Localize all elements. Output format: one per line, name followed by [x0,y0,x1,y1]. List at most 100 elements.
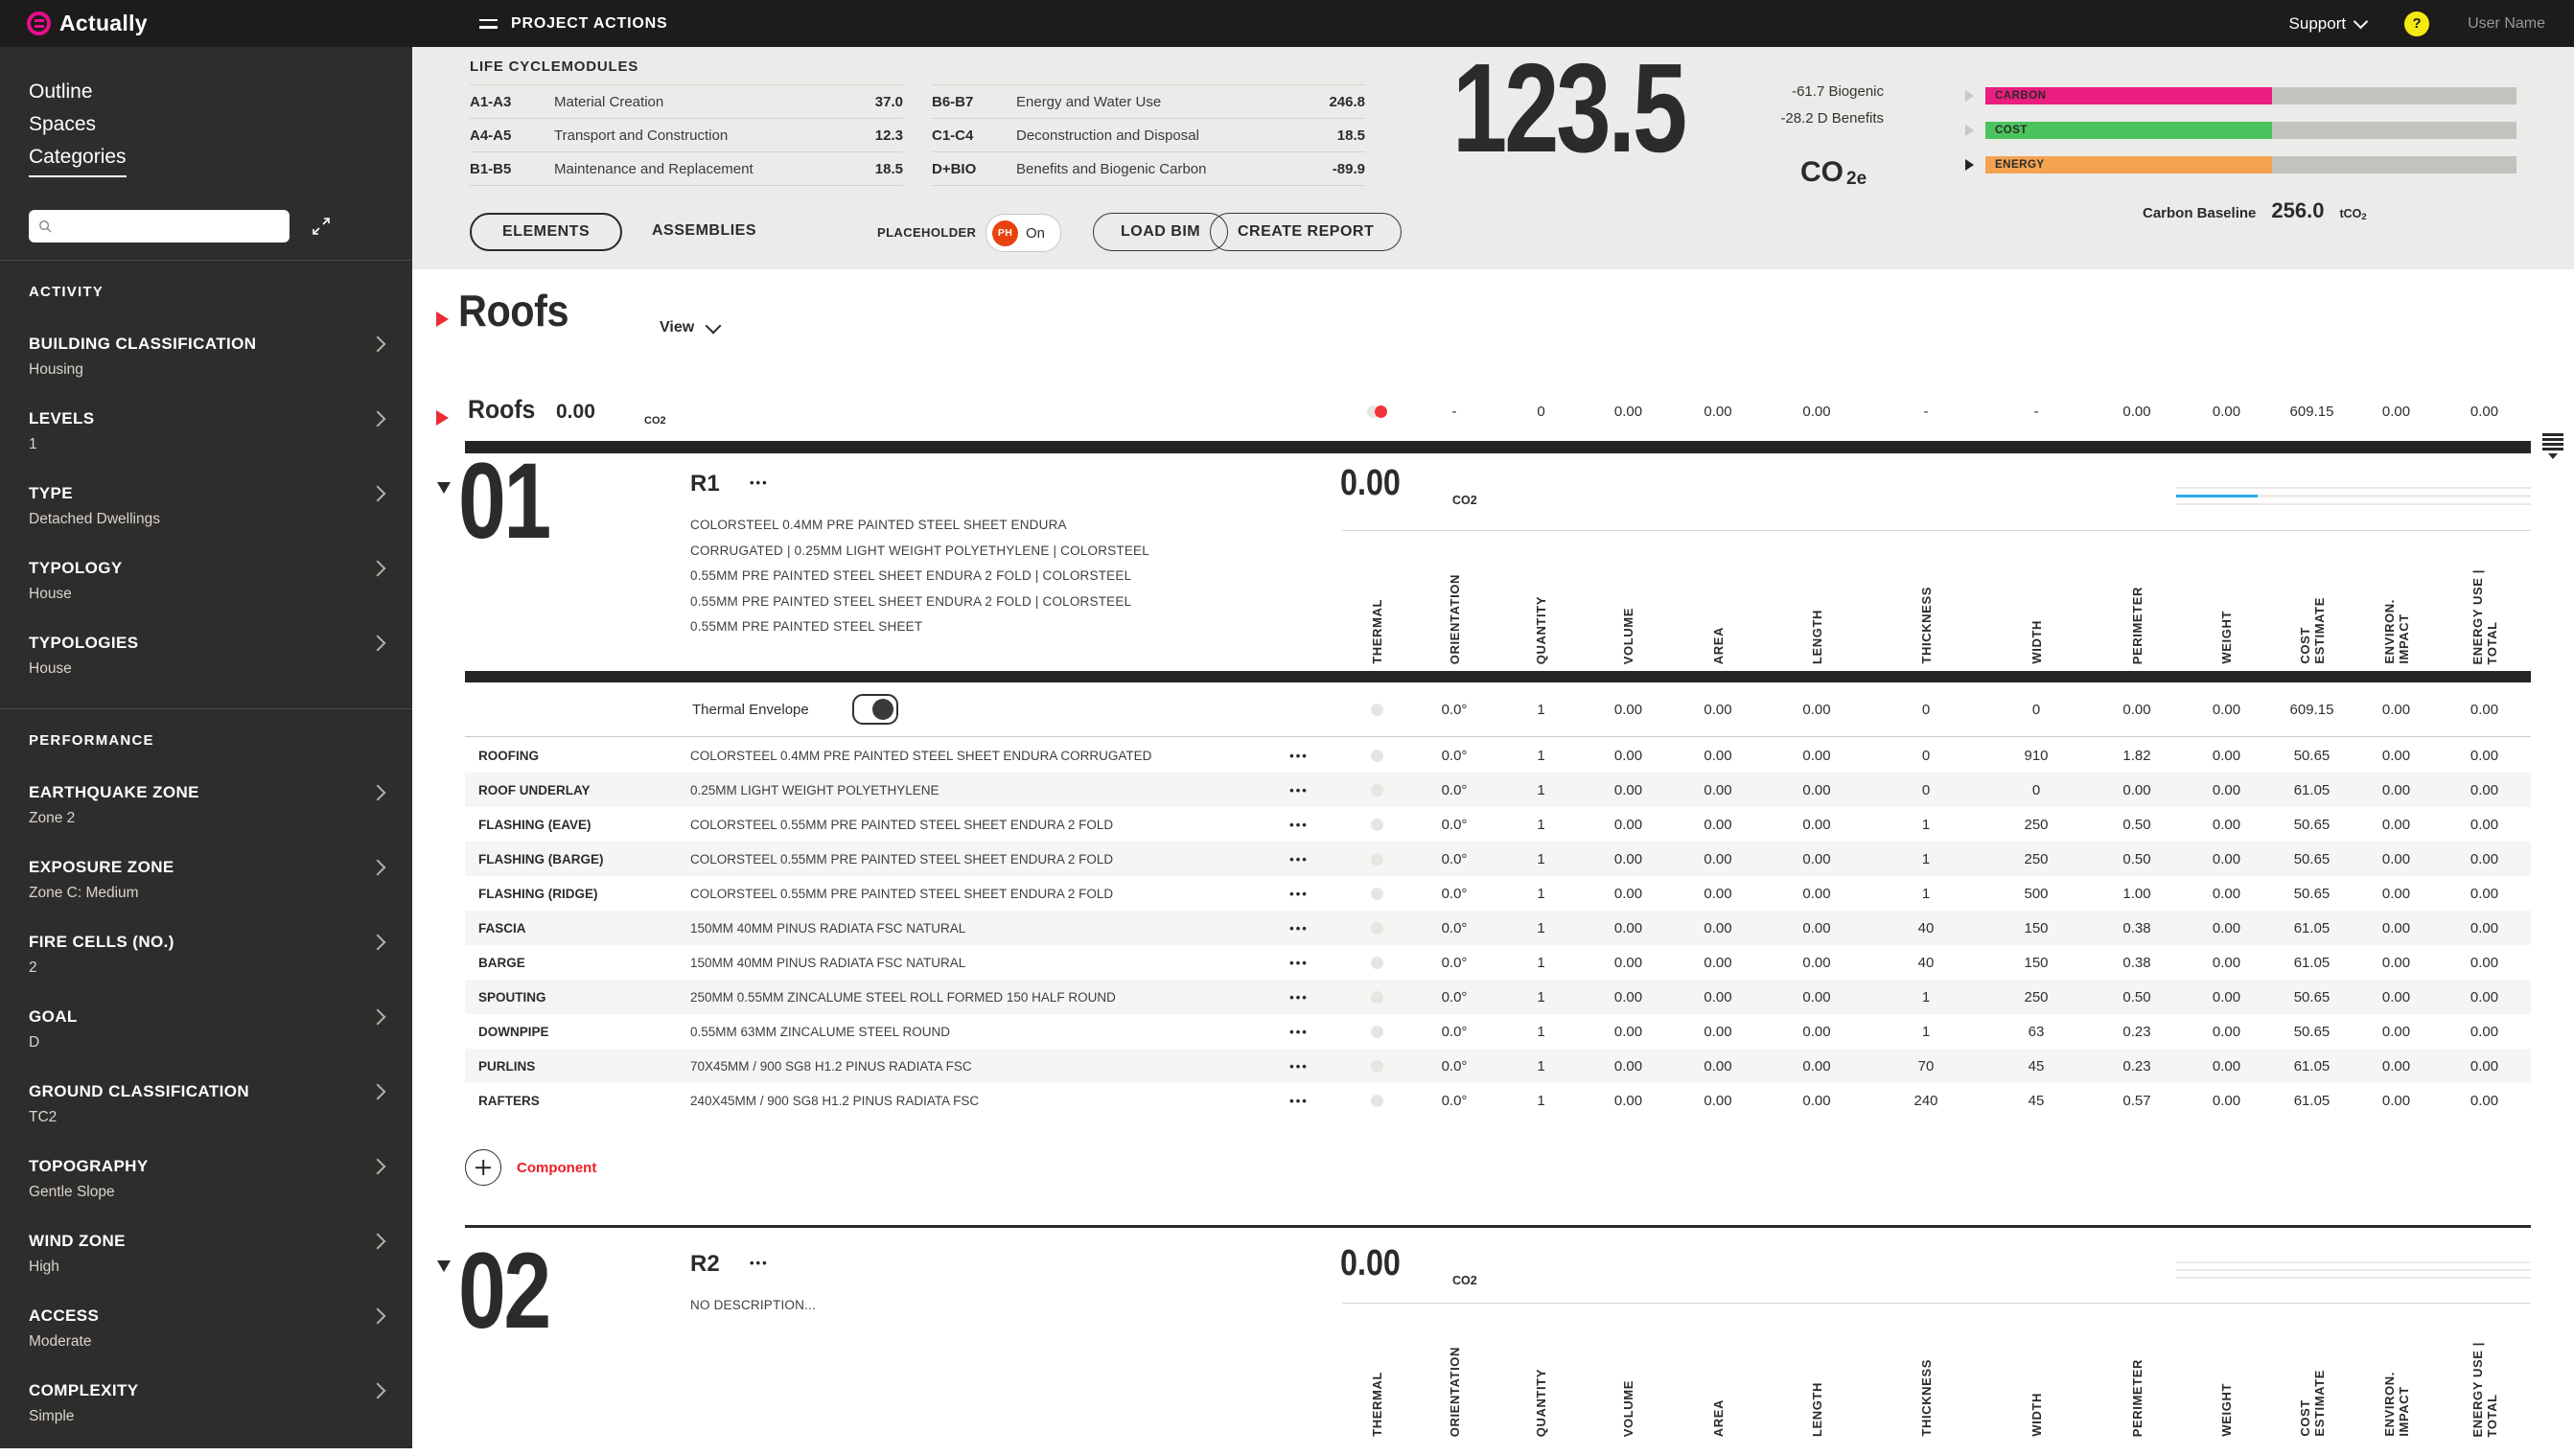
group-expand-icon[interactable] [436,410,449,426]
expand-icon[interactable] [311,216,332,237]
component-row[interactable]: DOWNPIPE 0.55MM 63MM ZINCALUME STEEL ROU… [465,1014,2531,1049]
sidebar-nav-item[interactable]: Categories [29,145,127,177]
component-name: SPOUTING [478,989,546,1005]
component-row[interactable]: FASCIA 150MM 40MM PINUS RADIATA FSC NATU… [465,911,2531,945]
row-menu-icon[interactable]: ••• [1289,1093,1309,1108]
component-value: 0.00 [1802,954,1831,971]
component-value: 0.00 [2470,1092,2499,1109]
chevron-down-icon [705,317,722,334]
sidebar-setting-item[interactable]: TYPOLOGIES House [29,634,386,708]
table-header-bar [465,671,2531,682]
component-row[interactable]: ROOF UNDERLAY 0.25MM LIGHT WEIGHT POLYET… [465,773,2531,807]
sidebar-setting-item[interactable]: EARTHQUAKE ZONE Zone 2 [29,783,386,858]
group-summary-values: - 0 0.00 0.00 0.00 - - 0.00 0.00 609.15 0.00 0.00 [1342,400,2531,423]
project-actions-menu[interactable]: PROJECT ACTIONS [479,0,667,47]
envelope-value: 1 [1537,701,1545,718]
thermal-dot [1370,956,1383,969]
project-actions-label: PROJECT ACTIONS [511,14,668,32]
bar-expand-icon[interactable] [1965,90,1974,102]
sidebar-setting-item[interactable]: FIRE CELLS (NO.) 2 [29,933,386,1007]
component-row[interactable]: FLASHING (RIDGE) COLORSTEEL 0.55MM PRE P… [465,876,2531,911]
table-options-icon[interactable] [2542,433,2563,459]
component-value: 910 [2024,747,2049,764]
component-value: 0.00 [1704,954,1732,971]
sidebar-setting-item[interactable]: GROUND CLASSIFICATION TC2 [29,1082,386,1157]
column-header: VOLUME [1621,607,1635,664]
bar-expand-icon[interactable] [1965,159,1974,171]
view-dropdown[interactable]: View [660,317,722,336]
column-header: THICKNESS [1918,587,1934,664]
component-row[interactable]: PURLINS 70X45MM / 900 SG8 H1.2 PINUS RAD… [465,1049,2531,1083]
row-menu-icon[interactable]: ••• [1289,1024,1309,1039]
support-menu[interactable]: Support [2289,14,2369,34]
help-button[interactable]: ? [2404,11,2430,36]
sidebar-setting-item[interactable]: TYPOLOGY House [29,559,386,634]
sidebar-setting-item[interactable]: TYPE Detached Dwellings [29,484,386,559]
sidebar-nav-item[interactable]: Outline [29,81,93,103]
component-row[interactable]: RAFTERS 240X45MM / 900 SG8 H1.2 PINUS RA… [465,1083,2531,1118]
component-row[interactable]: FLASHING (BARGE) COLORSTEEL 0.55MM PRE P… [465,842,2531,876]
sidebar-setting-item[interactable]: COMPLEXITY Simple [29,1381,386,1456]
thermal-dot [1370,783,1383,797]
row-menu-icon[interactable]: ••• [1289,1058,1309,1074]
sidebar-setting-item[interactable]: BUILDING CLASSIFICATION Housing [29,335,386,409]
group-value: 0.00 [1613,403,1643,420]
user-name[interactable]: User Name [2468,14,2545,32]
column-header: PERIMETER [2129,586,2145,664]
sidebar-setting-item[interactable]: TOPOGRAPHY Gentle Slope [29,1157,386,1232]
row-menu-icon[interactable]: ••• [1289,817,1309,832]
component-row[interactable]: FLASHING (EAVE) COLORSTEEL 0.55MM PRE PA… [465,807,2531,842]
carbon-baseline: Carbon Baseline 256.0 tCO2 [2143,198,2367,223]
tab-elements[interactable]: ELEMENTS [470,213,623,251]
column-header: ORIENTATION [1447,1346,1462,1437]
row-menu-icon[interactable]: ••• [1289,782,1309,797]
component-row[interactable]: SPOUTING 250MM 0.55MM ZINCALUME STEEL RO… [465,980,2531,1014]
sidebar-setting-item[interactable]: EXPOSURE ZONE Zone C: Medium [29,858,386,933]
thermal-envelope-toggle[interactable] [851,694,898,725]
sidebar-setting-item[interactable]: WIND ZONE High [29,1232,386,1306]
placeholder-toggle[interactable]: PH On [986,214,1062,252]
section-01-menu-icon[interactable]: ••• [750,475,769,490]
row-menu-icon[interactable]: ••• [1289,748,1309,763]
envelope-value: 0.00 [2470,701,2499,718]
component-value: 250 [2024,850,2049,867]
sidebar-setting-item[interactable]: LEVELS 1 [29,409,386,484]
sidebar-setting-item[interactable]: GOAL D [29,1007,386,1082]
row-menu-icon[interactable]: ••• [1289,851,1309,867]
section-02-code: R2 [690,1251,720,1277]
component-value: 61.05 [2293,1092,2331,1109]
baseline-unit: tCO2 [2339,207,2367,222]
component-value: 0.00 [2470,1057,2499,1075]
tab-assemblies[interactable]: ASSEMBLIES [652,222,757,239]
component-row[interactable]: BARGE 150MM 40MM PINUS RADIATA FSC NATUR… [465,945,2531,980]
add-component-button[interactable]: Component [465,1149,596,1186]
load-bim-button[interactable]: LOAD BIM [1093,213,1229,251]
thermal-cell [1342,682,1411,736]
component-value: 0.00 [2381,747,2411,764]
setting-label: GROUND CLASSIFICATION [29,1082,250,1100]
component-value: 0 [1921,747,1931,764]
row-menu-icon[interactable]: ••• [1289,955,1309,970]
section-02-collapse-icon[interactable] [437,1260,451,1272]
component-value: 1 [1537,1057,1545,1075]
search-box[interactable] [29,210,290,243]
section-02-menu-icon[interactable]: ••• [750,1256,769,1270]
bar-expand-icon[interactable] [1965,125,1974,136]
create-report-button[interactable]: CREATE REPORT [1210,213,1403,251]
sidebar-setting-item[interactable]: ACCESS Moderate [29,1306,386,1381]
row-menu-icon[interactable]: ••• [1289,886,1309,901]
column-header: ENERGY USE | TOTAL [2470,1341,2499,1437]
thermal-cell [1342,1049,1411,1083]
sidebar-nav-item[interactable]: Spaces [29,113,97,135]
section-01-collapse-icon[interactable] [437,482,451,494]
row-menu-icon[interactable]: ••• [1289,989,1309,1005]
column-header: ENERGY USE | TOTAL [2470,568,2499,664]
search-input[interactable] [60,218,280,235]
brand[interactable]: Actually [27,0,148,47]
module-name: Material Creation [554,93,664,110]
row-menu-icon[interactable]: ••• [1289,920,1309,936]
component-value: 0.50 [2122,816,2151,833]
component-description: COLORSTEEL 0.55MM PRE PAINTED STEEL SHEE… [690,851,1114,867]
group-name: Roofs [468,395,536,424]
component-row[interactable]: ROOFING COLORSTEEL 0.4MM PRE PAINTED STE… [465,738,2531,773]
